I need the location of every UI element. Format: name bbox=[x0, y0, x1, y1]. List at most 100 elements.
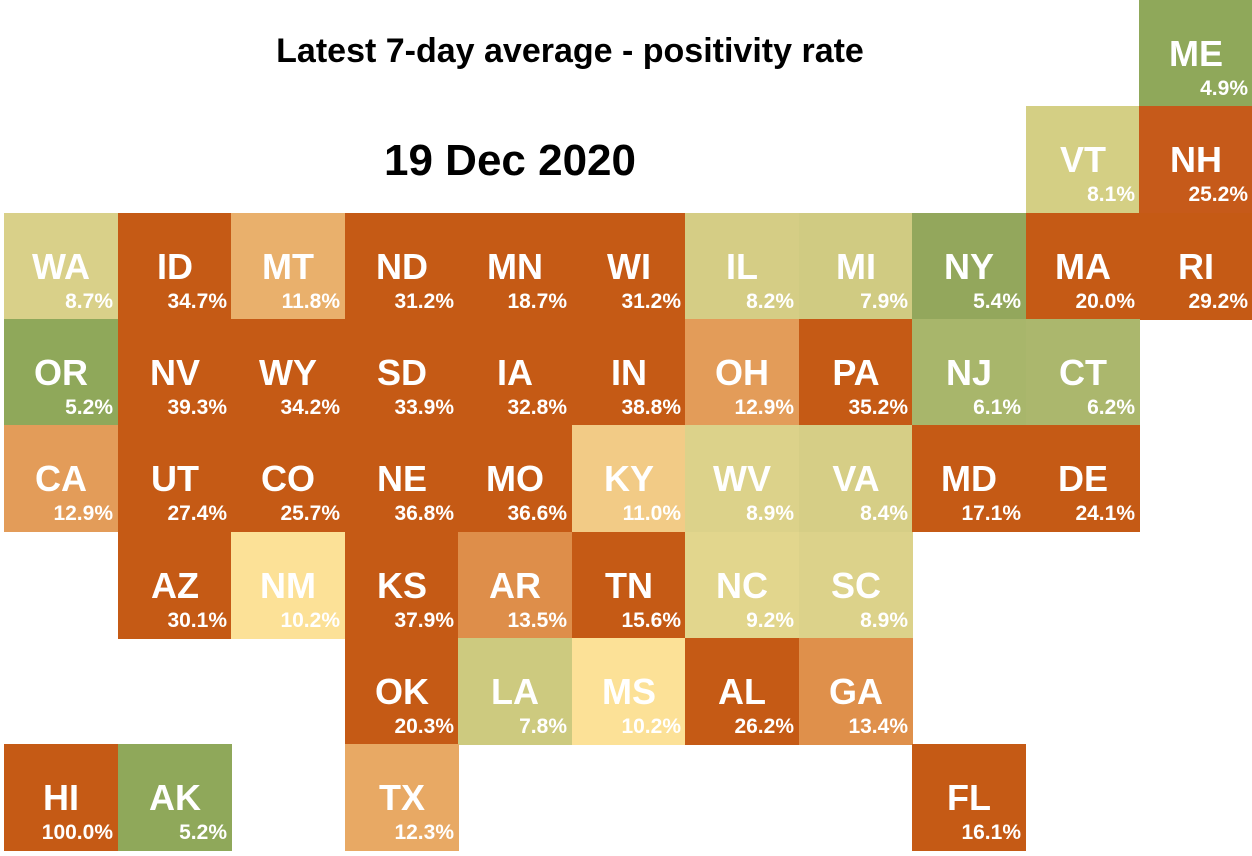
state-abbr: UT bbox=[151, 458, 199, 499]
state-tile-ny: NY 5.4% bbox=[912, 213, 1026, 320]
state-positivity-rate: 8.4% bbox=[860, 502, 908, 525]
state-tile-ri: RI 29.2% bbox=[1139, 213, 1252, 320]
state-abbr: NJ bbox=[945, 352, 993, 393]
state-abbr: AK bbox=[149, 777, 201, 818]
state-tile-ga: GA 13.4% bbox=[799, 638, 913, 745]
state-tile-co: CO 25.7% bbox=[231, 425, 345, 532]
state-abbr: NC bbox=[716, 565, 768, 606]
state-tile-nd: ND 31.2% bbox=[345, 213, 459, 320]
state-tile-ct: CT 6.2% bbox=[1026, 319, 1140, 426]
state-tile-sc: SC 8.9% bbox=[799, 532, 913, 639]
state-tile-ut: UT 27.4% bbox=[118, 425, 232, 532]
state-positivity-rate: 32.8% bbox=[507, 396, 567, 419]
state-abbr: MA bbox=[1055, 246, 1111, 287]
state-abbr: NY bbox=[943, 246, 994, 287]
state-positivity-rate: 26.2% bbox=[734, 715, 794, 738]
state-abbr: MO bbox=[486, 458, 544, 499]
map-title: Latest 7-day average - positivity rate bbox=[276, 32, 864, 70]
state-positivity-rate: 18.7% bbox=[507, 290, 567, 313]
state-positivity-rate: 17.1% bbox=[961, 502, 1021, 525]
state-positivity-rate: 29.2% bbox=[1188, 290, 1248, 313]
state-abbr: CA bbox=[35, 458, 87, 499]
state-positivity-rate: 25.7% bbox=[280, 502, 340, 525]
state-positivity-rate: 9.2% bbox=[746, 609, 794, 632]
state-abbr: MD bbox=[941, 458, 997, 499]
state-abbr: WI bbox=[607, 246, 651, 287]
state-abbr: OK bbox=[375, 671, 429, 712]
state-tile-de: DE 24.1% bbox=[1026, 425, 1140, 532]
state-abbr: ND bbox=[376, 246, 428, 287]
state-abbr: PA bbox=[832, 352, 880, 393]
state-tile-vt: VT 8.1% bbox=[1026, 106, 1140, 213]
state-abbr: OR bbox=[34, 352, 88, 393]
state-tile-nh: NH 25.2% bbox=[1139, 106, 1252, 213]
state-tile-wi: WI 31.2% bbox=[572, 213, 686, 320]
state-positivity-rate: 34.7% bbox=[167, 290, 227, 313]
state-positivity-rate: 12.9% bbox=[53, 502, 113, 525]
state-tile-nj: NJ 6.1% bbox=[912, 319, 1026, 426]
state-tile-il: IL 8.2% bbox=[685, 213, 799, 320]
state-positivity-rate: 15.6% bbox=[621, 609, 681, 632]
state-abbr: SC bbox=[830, 565, 881, 606]
state-tile-id: ID 34.7% bbox=[118, 213, 232, 320]
state-abbr: KY bbox=[603, 458, 654, 499]
state-abbr: IN bbox=[611, 352, 647, 393]
state-abbr: VA bbox=[832, 458, 880, 499]
state-tile-mn: MN 18.7% bbox=[458, 213, 572, 320]
state-positivity-rate: 7.8% bbox=[519, 715, 567, 738]
state-positivity-rate: 8.7% bbox=[65, 290, 113, 313]
state-positivity-rate: 7.9% bbox=[860, 290, 908, 313]
state-tile-in: IN 38.8% bbox=[572, 319, 686, 426]
state-tile-ia: IA 32.8% bbox=[458, 319, 572, 426]
state-positivity-rate: 35.2% bbox=[848, 396, 908, 419]
state-positivity-rate: 16.1% bbox=[961, 821, 1021, 844]
state-positivity-rate: 11.0% bbox=[622, 502, 681, 525]
state-abbr: TN bbox=[605, 565, 653, 606]
state-tile-az: AZ 30.1% bbox=[118, 532, 232, 639]
state-positivity-rate: 8.2% bbox=[746, 290, 794, 313]
state-positivity-rate: 20.0% bbox=[1075, 290, 1135, 313]
state-abbr: HI bbox=[43, 777, 79, 818]
state-tile-md: MD 17.1% bbox=[912, 425, 1026, 532]
state-positivity-rate: 31.2% bbox=[621, 290, 681, 313]
state-tile-tn: TN 15.6% bbox=[572, 532, 686, 639]
state-positivity-rate: 13.4% bbox=[848, 715, 908, 738]
state-tile-ky: KY 11.0% bbox=[572, 425, 686, 532]
state-abbr: IA bbox=[497, 352, 533, 393]
state-tile-tx: TX 12.3% bbox=[345, 744, 459, 851]
state-tile-mi: MI 7.9% bbox=[799, 213, 913, 320]
state-abbr: WV bbox=[713, 458, 771, 499]
state-tile-nv: NV 39.3% bbox=[118, 319, 232, 426]
state-positivity-rate: 4.9% bbox=[1200, 77, 1248, 100]
state-positivity-rate: 12.3% bbox=[394, 821, 454, 844]
state-abbr: MS bbox=[602, 671, 656, 712]
state-tile-me: ME 4.9% bbox=[1139, 0, 1252, 107]
state-abbr: CO bbox=[261, 458, 315, 499]
state-positivity-rate: 12.9% bbox=[734, 396, 794, 419]
state-abbr: NM bbox=[260, 565, 316, 606]
state-positivity-rate: 6.1% bbox=[973, 396, 1021, 419]
state-tile-ma: MA 20.0% bbox=[1026, 213, 1140, 320]
state-positivity-rate: 11.8% bbox=[281, 290, 340, 313]
state-tile-sd: SD 33.9% bbox=[345, 319, 459, 426]
state-abbr: ID bbox=[157, 246, 193, 287]
state-positivity-rate: 34.2% bbox=[280, 396, 340, 419]
state-positivity-rate: 38.8% bbox=[621, 396, 681, 419]
state-tile-ok: OK 20.3% bbox=[345, 638, 459, 745]
state-positivity-rate: 6.2% bbox=[1087, 396, 1135, 419]
state-positivity-rate: 37.9% bbox=[394, 609, 454, 632]
state-tile-nc: NC 9.2% bbox=[685, 532, 799, 639]
state-tile-va: VA 8.4% bbox=[799, 425, 913, 532]
state-tile-oh: OH 12.9% bbox=[685, 319, 799, 426]
state-positivity-rate: 100.0% bbox=[41, 821, 113, 844]
state-tile-nm: NM 10.2% bbox=[231, 532, 345, 639]
state-abbr: FL bbox=[947, 777, 991, 818]
state-tile-ar: AR 13.5% bbox=[458, 532, 572, 639]
state-positivity-rate: 36.8% bbox=[394, 502, 454, 525]
state-abbr: VT bbox=[1059, 139, 1106, 180]
state-abbr: WY bbox=[259, 352, 317, 393]
state-tile-or: OR 5.2% bbox=[4, 319, 118, 426]
state-abbr: MN bbox=[487, 246, 543, 287]
state-positivity-rate: 5.4% bbox=[973, 290, 1021, 313]
